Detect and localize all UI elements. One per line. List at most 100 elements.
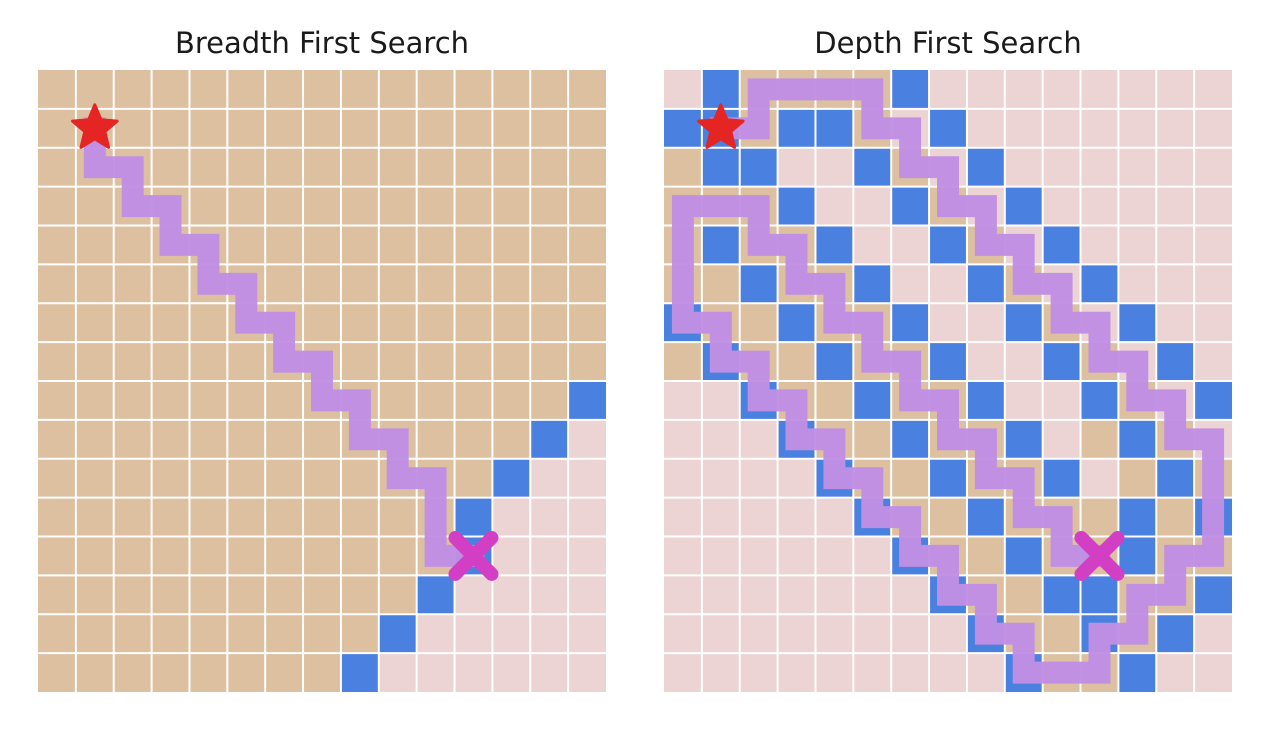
explored-cell — [303, 497, 342, 537]
explored-cell — [1004, 575, 1044, 615]
explored-cell — [189, 303, 228, 343]
unexplored-cell — [891, 575, 930, 615]
frontier-cell — [1118, 653, 1157, 692]
explored-cell — [38, 614, 77, 654]
unexplored-cell — [966, 303, 1006, 343]
explored-cell — [378, 303, 418, 343]
explored-cell — [303, 303, 342, 343]
unexplored-cell — [1118, 108, 1157, 149]
explored-cell — [113, 497, 153, 537]
frontier-cell — [739, 264, 779, 304]
frontier-cell — [1042, 575, 1082, 615]
explored-cell — [38, 575, 77, 615]
cross-icon — [1074, 530, 1125, 581]
frontier-cell — [1004, 419, 1044, 460]
frontier-cell — [1118, 536, 1157, 576]
explored-cell — [113, 225, 153, 265]
explored-cell — [416, 342, 456, 382]
explored-cell — [265, 653, 304, 692]
explored-cell — [853, 419, 892, 460]
explored-cell — [378, 381, 418, 421]
explored-cell — [378, 186, 418, 226]
unexplored-cell — [454, 575, 493, 615]
explored-cell — [38, 497, 77, 537]
frontier-cell — [929, 225, 968, 265]
unexplored-cell — [701, 497, 741, 537]
frontier-cell — [929, 342, 968, 382]
unexplored-cell — [1004, 70, 1044, 110]
explored-cell — [492, 70, 531, 110]
explored-cell — [151, 458, 190, 499]
unexplored-cell — [777, 614, 816, 654]
explored-cell — [265, 108, 304, 149]
frontier-cell — [891, 70, 930, 110]
unexplored-cell — [664, 614, 703, 654]
explored-cell — [189, 497, 228, 537]
path-line — [671, 78, 1225, 684]
path-line — [83, 117, 485, 567]
explored-cell — [227, 70, 266, 110]
explored-cell — [113, 653, 153, 692]
dfs-grid — [664, 70, 1232, 692]
unexplored-cell — [1080, 458, 1119, 499]
unexplored-cell — [530, 536, 569, 576]
explored-cell — [38, 147, 77, 188]
explored-cell — [454, 419, 493, 460]
explored-cell — [265, 497, 304, 537]
unexplored-cell — [1194, 342, 1232, 382]
explored-cell — [227, 614, 266, 654]
explored-cell — [378, 70, 418, 110]
unexplored-cell — [1156, 186, 1195, 226]
unexplored-cell — [701, 536, 741, 576]
explored-cell — [340, 458, 380, 499]
unexplored-cell — [701, 381, 741, 421]
dfs-title: Depth First Search — [814, 26, 1082, 60]
unexplored-cell — [1194, 186, 1232, 226]
explored-cell — [568, 70, 606, 110]
explored-cell — [75, 225, 115, 265]
frontier-cell — [1080, 264, 1119, 304]
frontier-cell — [815, 108, 854, 149]
frontier-cell — [1080, 381, 1119, 421]
explored-cell — [227, 497, 266, 537]
unexplored-cell — [929, 653, 968, 692]
explored-cell — [75, 614, 115, 654]
unexplored-cell — [853, 614, 892, 654]
unexplored-cell — [929, 70, 968, 110]
explored-cell — [340, 264, 380, 304]
unexplored-cell — [530, 497, 569, 537]
frontier-cell — [378, 614, 418, 654]
explored-cell — [340, 497, 380, 537]
explored-cell — [1080, 497, 1119, 537]
unexplored-cell — [1156, 108, 1195, 149]
explored-cell — [113, 342, 153, 382]
explored-cell — [416, 264, 456, 304]
explored-cell — [189, 458, 228, 499]
explored-cell — [416, 186, 456, 226]
unexplored-cell — [1118, 70, 1157, 110]
explored-cell — [189, 381, 228, 421]
unexplored-cell — [1004, 108, 1044, 149]
explored-cell — [568, 264, 606, 304]
unexplored-cell — [1156, 264, 1195, 304]
unexplored-cell — [1042, 186, 1082, 226]
explored-cell — [454, 147, 493, 188]
explored-cell — [701, 264, 741, 304]
explored-cell — [416, 108, 456, 149]
explored-cell — [113, 303, 153, 343]
unexplored-cell — [568, 419, 606, 460]
unexplored-cell — [891, 614, 930, 654]
explored-cell — [151, 147, 190, 188]
unexplored-cell — [777, 497, 816, 537]
explored-cell — [227, 108, 266, 149]
explored-cell — [777, 342, 816, 382]
unexplored-cell — [568, 614, 606, 654]
unexplored-cell — [777, 536, 816, 576]
explored-cell — [454, 458, 493, 499]
frontier-cell — [416, 575, 456, 615]
explored-cell — [227, 225, 266, 265]
unexplored-cell — [1194, 70, 1232, 110]
explored-cell — [303, 575, 342, 615]
frontier-cell — [340, 653, 380, 692]
unexplored-cell — [664, 70, 703, 110]
